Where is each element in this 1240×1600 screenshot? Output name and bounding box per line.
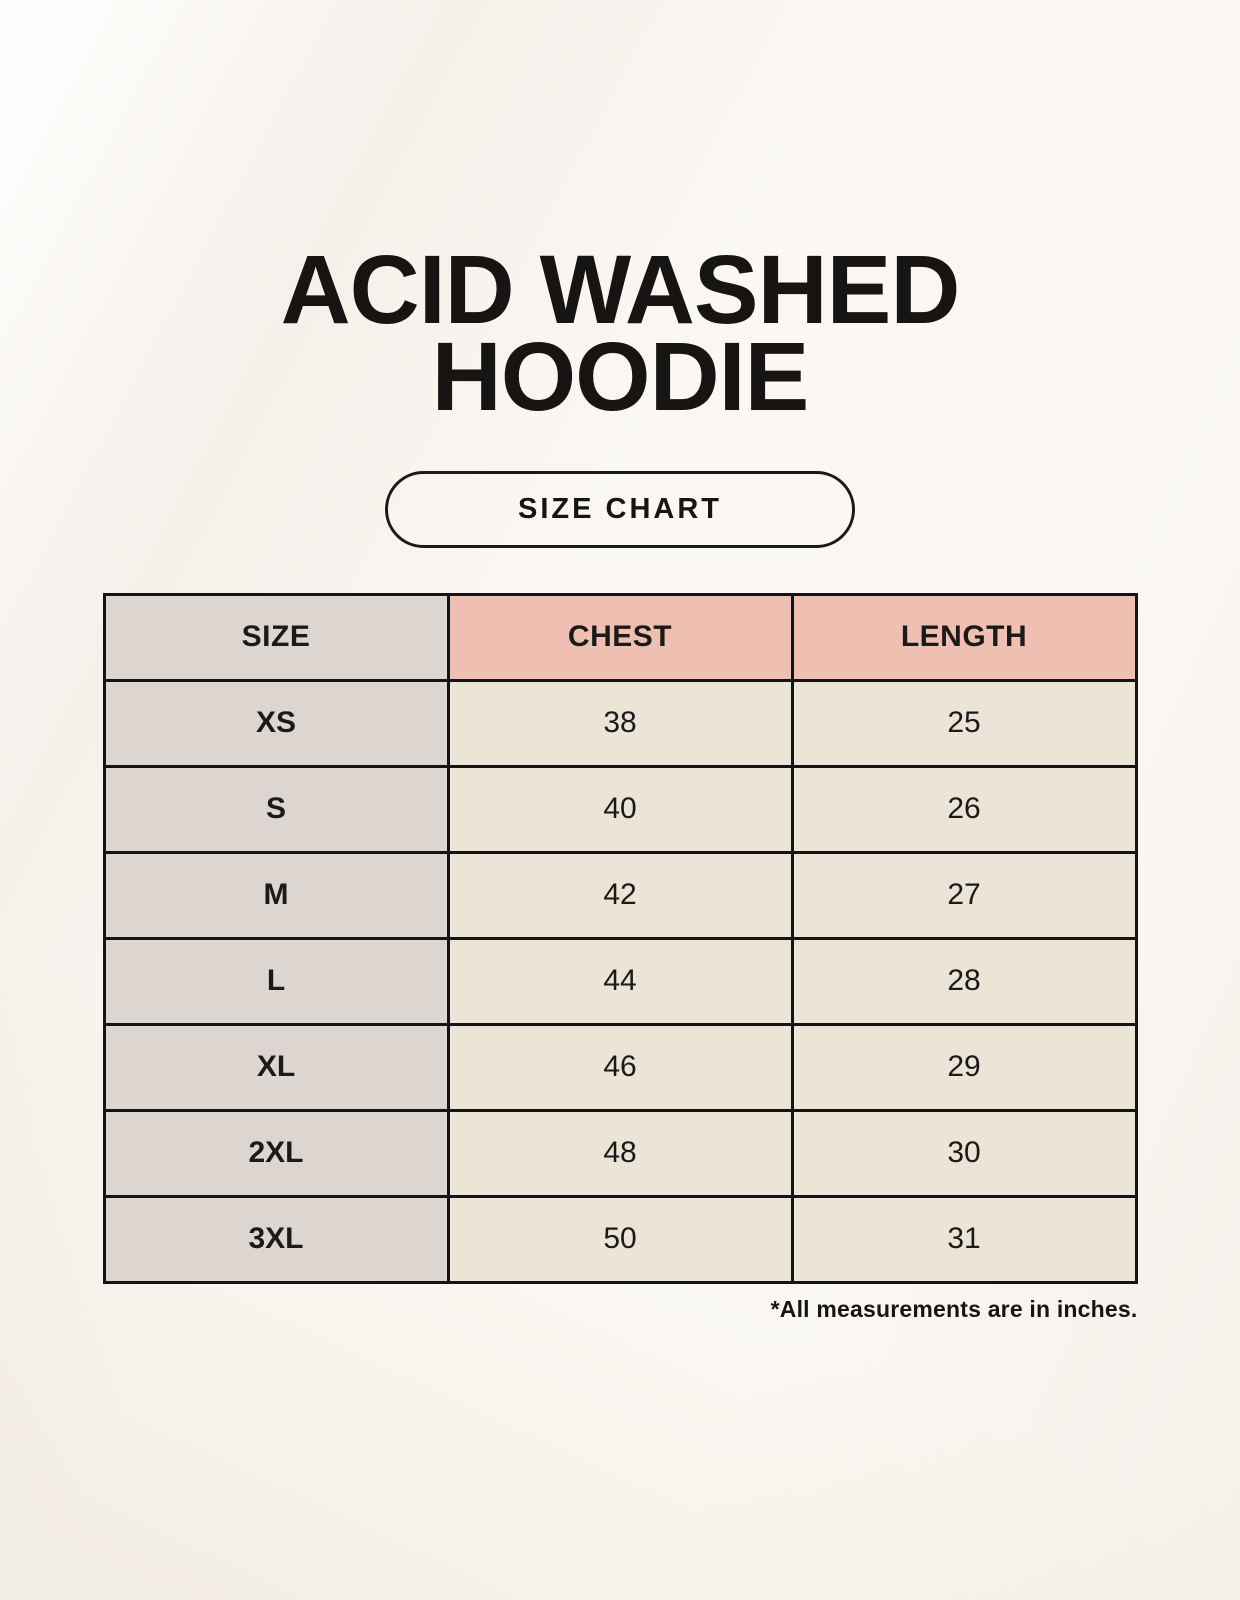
length-cell: 31 — [790, 1194, 1138, 1284]
chest-cell: 40 — [446, 764, 794, 854]
size-cell: 2XL — [102, 1108, 450, 1198]
table-row: M 42 27 — [102, 850, 1138, 940]
column-header-size: SIZE — [102, 592, 450, 682]
measurements-footnote: *All measurements are in inches. — [770, 1295, 1138, 1322]
table-row: XL 46 29 — [102, 1022, 1138, 1112]
size-table: SIZE CHEST LENGTH XS 38 25 S 40 26 M — [102, 592, 1138, 1284]
size-chart-button-row: SIZE CHART — [0, 470, 1240, 548]
length-cell: 27 — [790, 850, 1138, 940]
length-cell: 30 — [790, 1108, 1138, 1198]
chest-cell: 46 — [446, 1022, 794, 1112]
size-cell: XS — [102, 678, 450, 768]
table-row: 2XL 48 30 — [102, 1108, 1138, 1198]
table-row: S 40 26 — [102, 764, 1138, 854]
size-cell: XL — [102, 1022, 450, 1112]
table-row: XS 38 25 — [102, 678, 1138, 768]
column-header-chest: CHEST — [446, 592, 794, 682]
length-cell: 28 — [790, 936, 1138, 1026]
chest-cell: 50 — [446, 1194, 794, 1284]
length-cell: 26 — [790, 764, 1138, 854]
chest-cell: 48 — [446, 1108, 794, 1198]
chest-cell: 38 — [446, 678, 794, 768]
table-row: L 44 28 — [102, 936, 1138, 1026]
length-cell: 25 — [790, 678, 1138, 768]
size-cell: 3XL — [102, 1194, 450, 1284]
page-title-line1: ACID WASHED — [280, 235, 961, 344]
length-cell: 29 — [790, 1022, 1138, 1112]
column-header-length: LENGTH — [790, 592, 1138, 682]
table-header-row: SIZE CHEST LENGTH — [102, 592, 1138, 682]
size-cell: L — [102, 936, 450, 1026]
page-title: ACID WASHED HOODIE — [0, 0, 1240, 432]
table-row: 3XL 50 31 — [102, 1194, 1138, 1284]
chest-cell: 44 — [446, 936, 794, 1026]
size-cell: S — [102, 764, 450, 854]
chest-cell: 42 — [446, 850, 794, 940]
size-chart-button[interactable]: SIZE CHART — [385, 470, 855, 548]
page-title-line2: HOODIE — [431, 322, 810, 432]
size-cell: M — [102, 850, 450, 940]
